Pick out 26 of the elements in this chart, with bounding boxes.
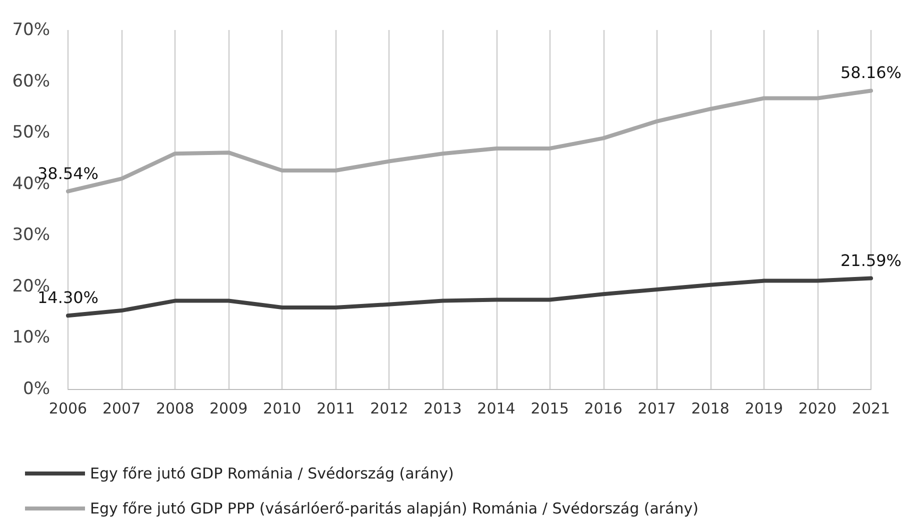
data-label: 58.16% bbox=[840, 63, 902, 82]
x-tick-label: 2013 bbox=[424, 400, 462, 418]
x-tick-label: 2018 bbox=[691, 400, 730, 418]
y-tick-label: 70% bbox=[12, 20, 50, 40]
x-tick-label: 2014 bbox=[477, 400, 516, 418]
x-tick-label: 2021 bbox=[852, 400, 890, 418]
x-tick-label: 2006 bbox=[48, 400, 88, 418]
y-tick-label: 0% bbox=[23, 379, 50, 399]
x-tick-label: 2010 bbox=[263, 400, 302, 418]
x-tick-label: 2009 bbox=[210, 400, 248, 418]
x-tick-label: 2015 bbox=[530, 400, 569, 418]
data-label: 21.59% bbox=[840, 250, 902, 270]
x-tick-label: 2008 bbox=[156, 400, 194, 418]
y-tick-label: 30% bbox=[12, 225, 50, 246]
y-tick-label: 10% bbox=[12, 328, 50, 348]
x-tick-label: 2016 bbox=[584, 400, 622, 418]
legend-label: Egy főre jutó GDP PPP (vásárlóerő-paritás alapján) Románia / Svédország (arány) bbox=[90, 500, 699, 518]
y-tick-label: 50% bbox=[12, 122, 50, 143]
x-tick-label: 2012 bbox=[370, 400, 408, 418]
legend-label: Egy főre jutó GDP Románia / Svédország (arány) bbox=[90, 464, 454, 482]
x-tick-label: 2019 bbox=[744, 400, 784, 418]
x-tick-label: 2011 bbox=[316, 400, 355, 418]
x-tick-label: 2020 bbox=[798, 400, 837, 418]
y-tick-label: 60% bbox=[12, 71, 50, 92]
x-tick-label: 2017 bbox=[638, 400, 676, 418]
x-tick-label: 2007 bbox=[102, 400, 141, 418]
